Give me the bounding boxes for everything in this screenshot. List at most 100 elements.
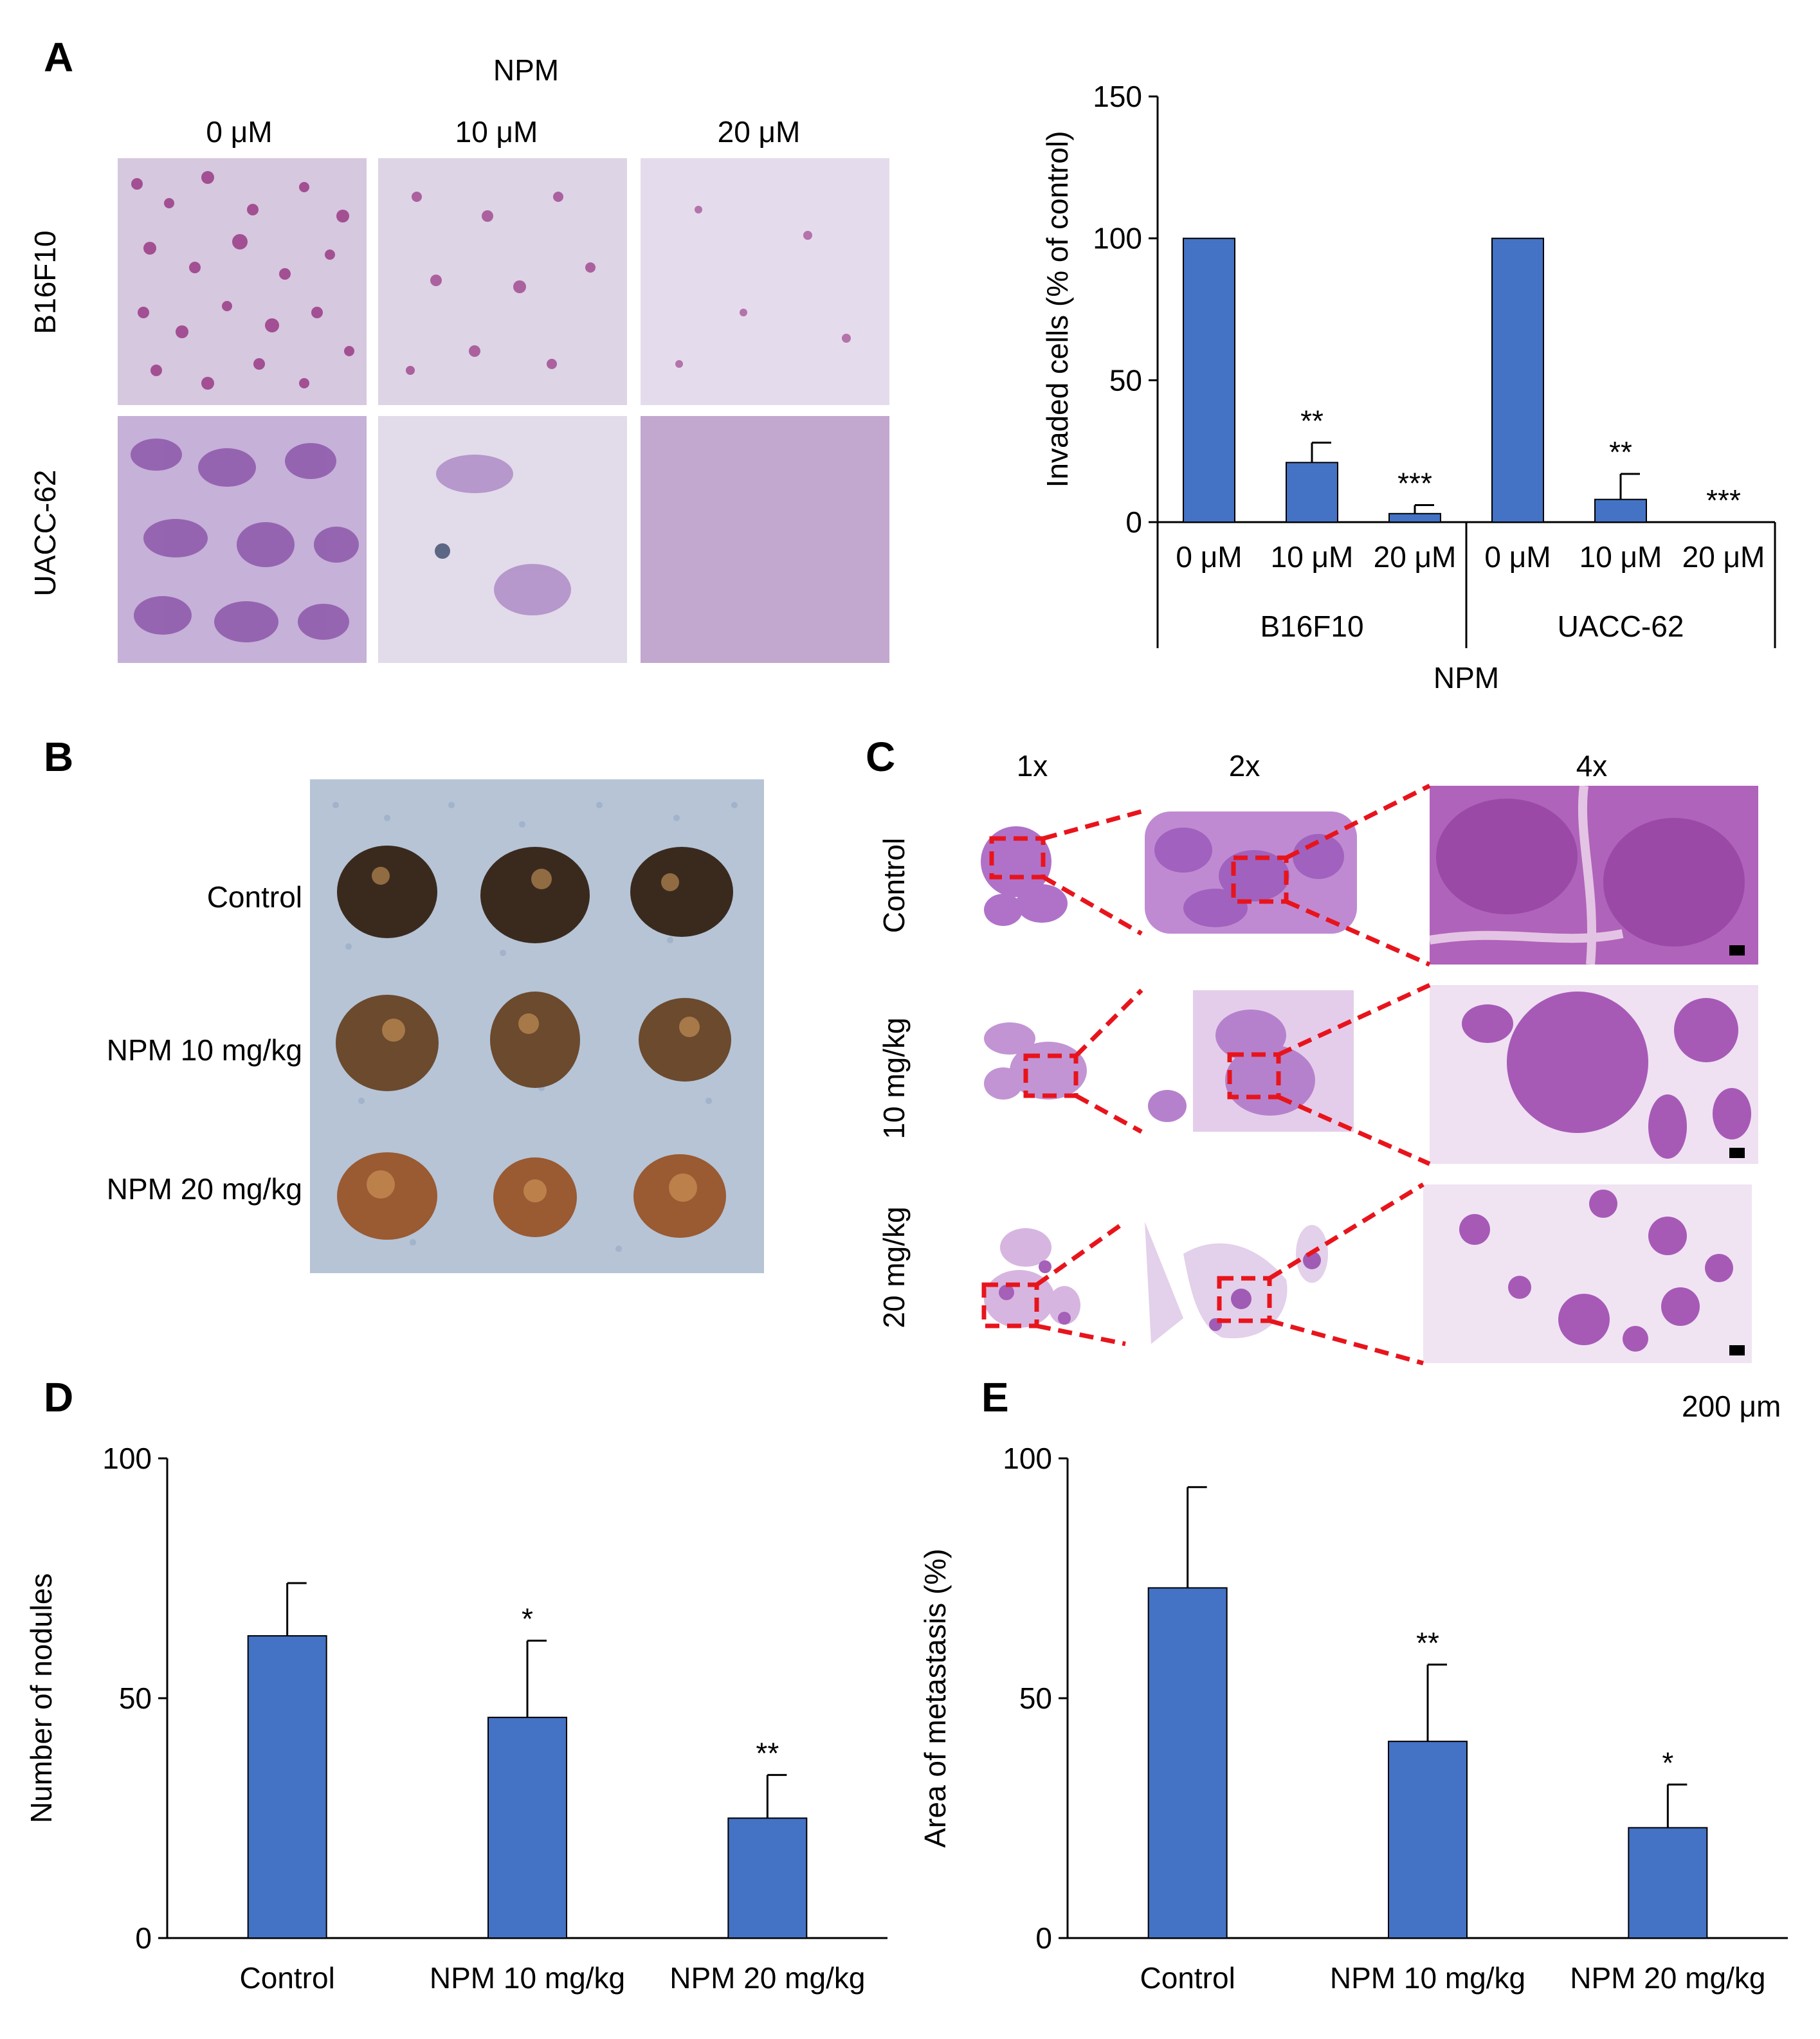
significance-marker: * — [1662, 1746, 1673, 1779]
y-axis-label: Invaded cells (% of control) — [1041, 131, 1074, 488]
histology-10mg-2x — [1142, 990, 1354, 1132]
panel-letter-e: E — [981, 1374, 1009, 1420]
y-axis-label: Number of nodules — [24, 1573, 58, 1824]
zoom-line — [1285, 783, 1431, 860]
panel-b-row-0: Control — [206, 880, 302, 914]
category-label: 0 μM — [1484, 540, 1551, 574]
zoom-line — [1285, 899, 1431, 967]
panel-letter-b: B — [44, 734, 74, 780]
zoom-guides — [981, 783, 1431, 1366]
zoom-line — [1075, 1093, 1143, 1134]
zoom-box-10mg-1x — [1023, 1053, 1078, 1098]
significance-marker: *** — [1706, 484, 1741, 517]
y-tick-label: 100 — [102, 1442, 152, 1475]
panel-b-row-2: NPM 20 mg/kg — [106, 1172, 302, 1206]
significance-marker: *** — [1397, 467, 1432, 500]
bar — [487, 1716, 567, 1939]
zoom-line — [1036, 1323, 1126, 1346]
y-tick-label: 0 — [1035, 1921, 1052, 1955]
lung-photo — [310, 779, 764, 1273]
zoom-line — [1277, 1094, 1431, 1166]
y-tick-label: 50 — [1019, 1681, 1052, 1715]
histology-20mg-4x — [1423, 1184, 1752, 1363]
bar — [1286, 462, 1338, 523]
micrograph-uacc62-10um — [378, 416, 627, 663]
panel-a-col-2: 20 μM — [717, 115, 801, 149]
group-label: B16F10 — [1260, 610, 1363, 643]
bar — [1388, 1741, 1468, 1939]
panel-letter-d: D — [44, 1374, 74, 1420]
zoom-line — [1074, 988, 1143, 1058]
bar — [727, 1817, 808, 1939]
zoom-box-control-2x — [1231, 855, 1289, 904]
chart-e: 0 50 100 Area of metastasis (%) Control ** NPM… — [918, 1442, 1788, 1995]
y-axis-label: Area of metastasis (%) — [918, 1548, 952, 1847]
y-tick-label: 0 — [135, 1921, 152, 1955]
zoom-box-20mg-2x — [1217, 1276, 1272, 1323]
panel-a-treatment-label: NPM — [493, 53, 560, 87]
significance-marker: * — [522, 1602, 533, 1635]
panel-c-col-1: 2x — [1228, 749, 1260, 783]
category-label: 10 μM — [1579, 540, 1662, 574]
bar — [1491, 237, 1544, 523]
zoom-box-20mg-1x — [981, 1282, 1039, 1328]
histology-control-2x — [1145, 811, 1357, 934]
panel-c-col-2: 4x — [1576, 749, 1608, 783]
x-axis-label: NPM — [1433, 661, 1499, 694]
panel-letter-a: A — [44, 34, 74, 80]
bar — [1147, 1587, 1228, 1939]
histology-20mg-2x — [1125, 1222, 1338, 1344]
zoom-box-10mg-2x — [1227, 1052, 1281, 1100]
panel-a-col-0: 0 μM — [206, 115, 273, 149]
category-label: NPM 10 mg/kg — [1330, 1961, 1525, 1995]
category-label: 0 μM — [1176, 540, 1242, 574]
micrograph-uacc62-20um — [641, 416, 889, 663]
y-tick-label: 0 — [1125, 505, 1142, 539]
group-label: UACC-62 — [1558, 610, 1684, 643]
bar — [1388, 512, 1441, 523]
significance-marker: ** — [1609, 435, 1632, 469]
bar — [247, 1635, 327, 1939]
category-label: NPM 10 mg/kg — [430, 1961, 625, 1995]
y-tick-label: 50 — [119, 1681, 152, 1715]
category-label: Control — [240, 1961, 335, 1995]
panel-c-scale-bar-label: 200 μm — [1682, 1390, 1781, 1423]
bar — [1183, 237, 1235, 523]
micrograph-uacc62-0um — [118, 416, 367, 663]
significance-marker: ** — [1300, 404, 1324, 437]
y-tick-label: 100 — [1003, 1442, 1052, 1475]
zoom-line — [1268, 1183, 1424, 1280]
micrograph-b16f10-20um — [641, 158, 889, 405]
histology-control-4x — [1430, 786, 1758, 965]
panel-c-col-0: 1x — [1016, 749, 1048, 783]
category-label: NPM 20 mg/kg — [669, 1961, 865, 1995]
y-tick-label: 50 — [1109, 363, 1142, 397]
bar — [1628, 1827, 1708, 1939]
category-label: 10 μM — [1271, 540, 1354, 574]
zoom-line — [1035, 1220, 1127, 1287]
histology-10mg-4x — [1430, 985, 1758, 1164]
zoom-line — [1042, 809, 1142, 841]
significance-marker: ** — [756, 1736, 779, 1770]
y-tick-label: 150 — [1093, 80, 1142, 113]
chart-a: 0 50 100 150 Invaded cells (% of control) 0 μ… — [1041, 80, 1776, 694]
category-label: 20 μM — [1374, 540, 1457, 574]
zoom-line — [1277, 983, 1431, 1057]
micrograph-b16f10-10um — [378, 158, 627, 405]
zoom-line — [1269, 1318, 1424, 1366]
category-label: Control — [1140, 1961, 1235, 1995]
bar — [1594, 498, 1647, 523]
micrograph-b16f10-0um — [118, 158, 367, 405]
panel-a-col-1: 10 μM — [455, 115, 538, 149]
panel-letter-c: C — [866, 734, 896, 780]
chart-d: 0 50 100 Number of nodules Control * NPM 10 mg… — [24, 1442, 887, 1995]
category-label: 20 μM — [1682, 540, 1765, 574]
panel-b-row-1: NPM 10 mg/kg — [106, 1033, 302, 1067]
significance-marker: ** — [1416, 1626, 1439, 1660]
category-label: NPM 20 mg/kg — [1570, 1961, 1765, 1995]
zoom-box-control-1x — [989, 836, 1046, 880]
zoom-line — [1042, 875, 1143, 936]
y-tick-label: 100 — [1093, 222, 1142, 255]
